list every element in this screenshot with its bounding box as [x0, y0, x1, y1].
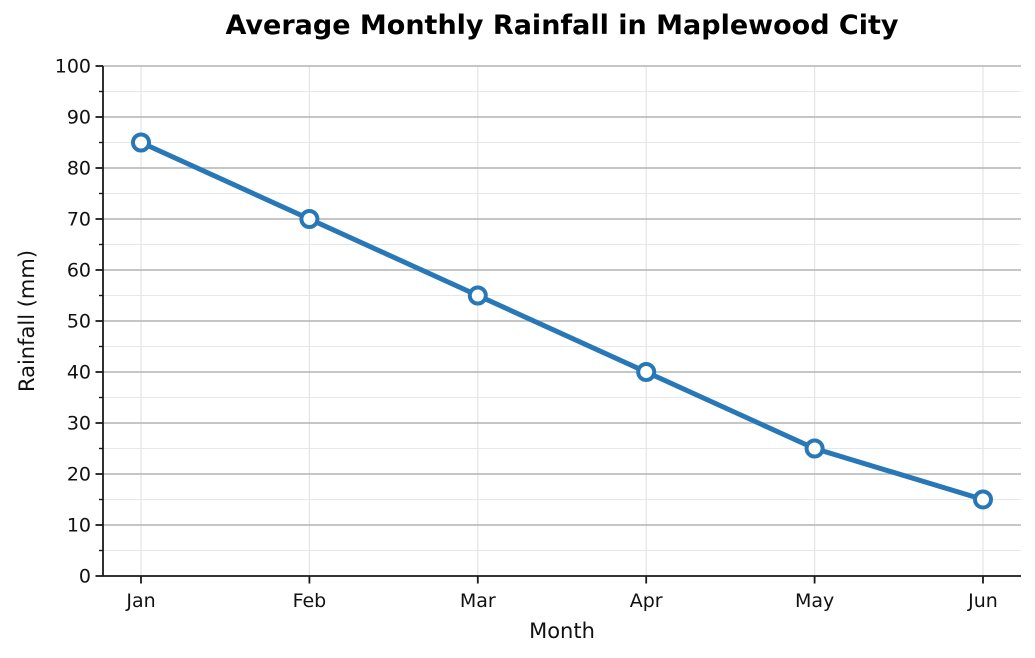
x-tick-label: May: [795, 590, 834, 612]
data-point-marker: [467, 285, 488, 306]
chart-title: Average Monthly Rainfall in Maplewood Ci…: [225, 10, 899, 41]
x-tick-label: Jan: [125, 590, 155, 612]
data-point-marker: [131, 132, 151, 153]
y-tick-label: 40: [67, 362, 91, 384]
y-tick-label: 90: [67, 107, 91, 129]
data-point-marker: [804, 438, 825, 459]
data-point-marker: [973, 489, 993, 510]
y-tick-label: 80: [67, 158, 91, 180]
y-tick-label: 50: [67, 311, 91, 333]
data-point-marker: [299, 209, 320, 229]
x-axis-label: Month: [529, 619, 595, 643]
y-tick-label: 70: [67, 209, 91, 231]
data-line-series: [138, 140, 986, 502]
y-tick-label: 100: [55, 56, 91, 78]
y-tick-label: 10: [67, 515, 91, 537]
y-tick-label: 20: [67, 464, 91, 486]
x-tick-label: Feb: [293, 590, 327, 612]
data-point-marker: [636, 362, 657, 382]
x-tick-label: Jun: [967, 590, 998, 612]
y-tick-label: 60: [67, 260, 91, 282]
y-tick-label: 30: [67, 413, 91, 435]
x-tick-label: Mar: [460, 590, 496, 612]
y-tick-label: 0: [79, 566, 91, 588]
x-tick-label: Apr: [630, 590, 663, 612]
